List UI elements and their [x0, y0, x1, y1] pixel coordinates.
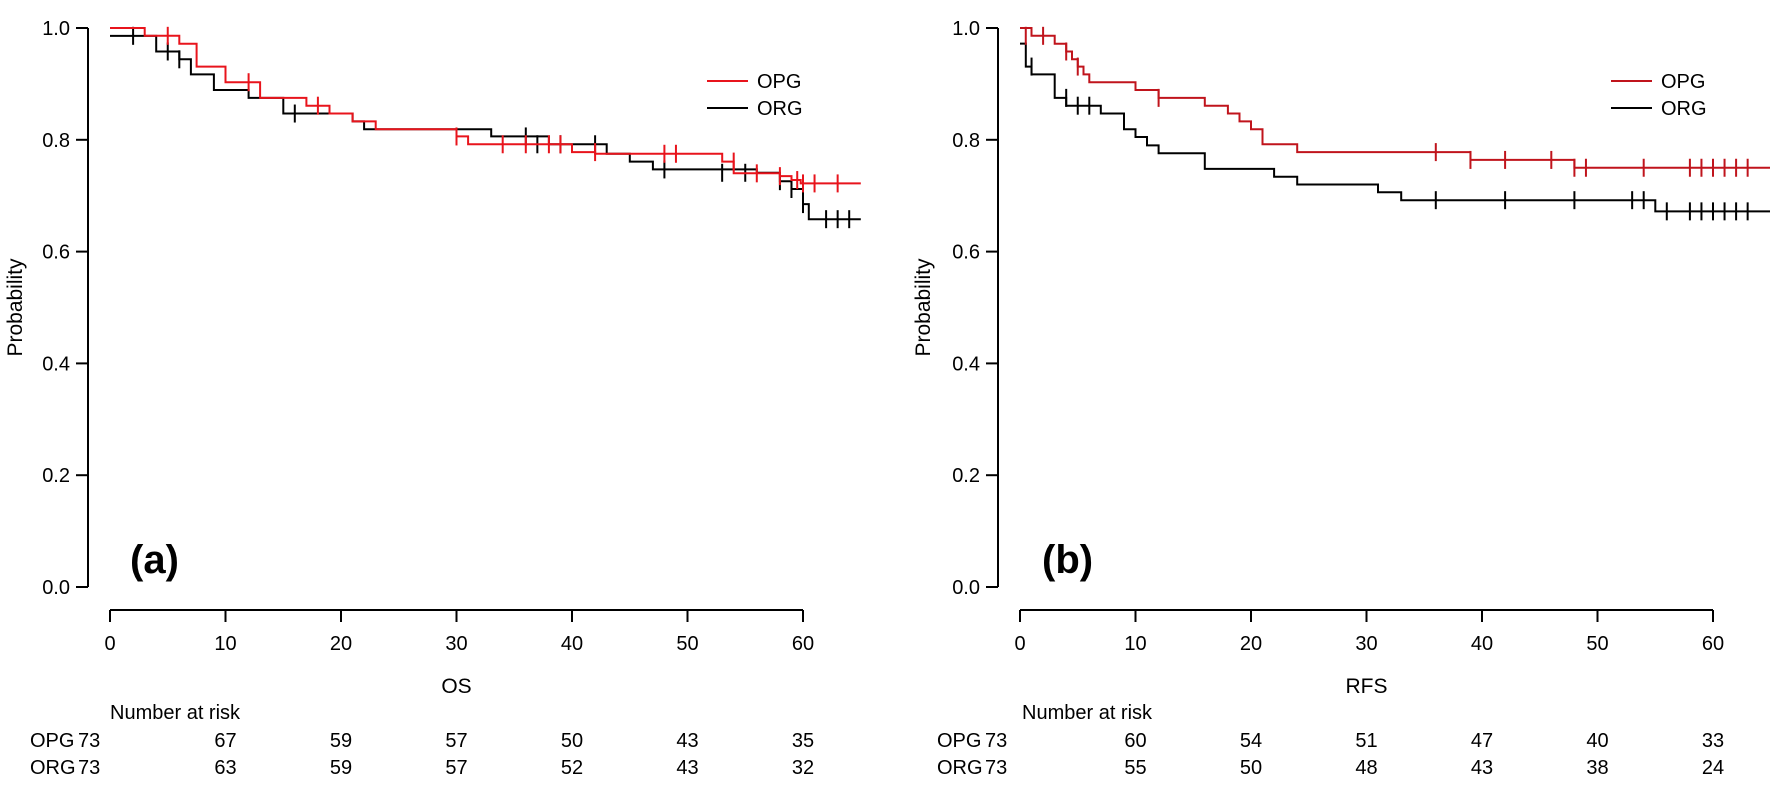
y-tick-label: 0.2 [42, 465, 70, 487]
legend-label-org: ORG [1661, 98, 1707, 120]
risk-count: 59 [330, 730, 352, 752]
y-axis-title: Probability [912, 258, 935, 357]
x-tick-label: 40 [1471, 633, 1493, 655]
x-tick-label: 10 [1124, 633, 1146, 655]
panel-b: 0.0 0.2 0.4 0.6 0.8 1.0 0 10 20 30 40 50 60 RFS Probab… [912, 18, 1770, 779]
x-axis-title: RFS [1346, 675, 1388, 698]
legend-label-opg: OPG [757, 71, 801, 93]
survival-curve-org [1020, 42, 1770, 213]
x-tick-label: 10 [214, 633, 236, 655]
y-axis-title: Probability [4, 258, 27, 357]
risk-row-label: OPG [30, 730, 74, 752]
y-tick-label: 1.0 [42, 18, 70, 40]
y-tick-label: 0.0 [952, 577, 980, 599]
risk-count: 43 [1471, 757, 1493, 779]
risk-count: 48 [1355, 757, 1377, 779]
panel-label: (a) [130, 538, 179, 582]
x-tick-label: 30 [445, 633, 467, 655]
risk-count: 60 [1124, 730, 1146, 752]
y-tick-label: 0.4 [42, 353, 70, 375]
risk-count: 55 [1124, 757, 1146, 779]
risk-count: 32 [792, 757, 814, 779]
risk-count: 50 [1240, 757, 1262, 779]
y-tick-label: 0.8 [42, 130, 70, 152]
risk-count: 57 [445, 730, 467, 752]
x-tick-label: 0 [1014, 633, 1025, 655]
legend-label-opg: OPG [1661, 71, 1705, 93]
y-tick-label: 0.6 [42, 242, 70, 264]
survival-curve-opg [1020, 27, 1770, 169]
x-tick-label: 60 [792, 633, 814, 655]
y-tick-label: 0.0 [42, 577, 70, 599]
panel-label: (b) [1042, 538, 1093, 582]
risk-count: 33 [1702, 730, 1724, 752]
risk-count: 73 [985, 730, 1007, 752]
x-axis-title: OS [441, 675, 471, 698]
x-tick-label: 50 [1586, 633, 1608, 655]
risk-count: 24 [1702, 757, 1724, 779]
x-tick-label: 30 [1355, 633, 1377, 655]
risk-count: 59 [330, 757, 352, 779]
y-tick-label: 0.4 [952, 353, 980, 375]
risk-table-title: Number at risk [1022, 702, 1153, 724]
risk-count: 73 [985, 757, 1007, 779]
risk-count: 52 [561, 757, 583, 779]
risk-count: 43 [676, 757, 698, 779]
risk-table-title: Number at risk [110, 702, 241, 724]
x-tick-label: 50 [676, 633, 698, 655]
survival-curve-opg [110, 27, 861, 185]
risk-count: 35 [792, 730, 814, 752]
risk-count: 73 [78, 730, 100, 752]
x-tick-label: 20 [330, 633, 352, 655]
risk-count: 73 [78, 757, 100, 779]
survival-curve-org [110, 34, 861, 221]
risk-count: 51 [1355, 730, 1377, 752]
risk-count: 54 [1240, 730, 1262, 752]
y-tick-label: 1.0 [952, 18, 980, 40]
y-tick-label: 0.2 [952, 465, 980, 487]
x-tick-label: 20 [1240, 633, 1262, 655]
risk-count: 38 [1586, 757, 1608, 779]
x-tick-label: 0 [104, 633, 115, 655]
x-tick-label: 40 [561, 633, 583, 655]
risk-count: 67 [214, 730, 236, 752]
panel-a: 0.0 0.2 0.4 0.6 0.8 1.0 0 10 20 30 40 50 60 OS Probabi… [4, 18, 861, 779]
risk-row-label: ORG [30, 757, 76, 779]
risk-count: 47 [1471, 730, 1493, 752]
y-tick-label: 0.8 [952, 130, 980, 152]
risk-count: 50 [561, 730, 583, 752]
risk-count: 57 [445, 757, 467, 779]
risk-count: 63 [214, 757, 236, 779]
x-tick-label: 60 [1702, 633, 1724, 655]
risk-count: 40 [1586, 730, 1608, 752]
legend-label-org: ORG [757, 98, 803, 120]
risk-row-label: OPG [937, 730, 981, 752]
risk-row-label: ORG [937, 757, 983, 779]
y-tick-label: 0.6 [952, 242, 980, 264]
risk-count: 43 [676, 730, 698, 752]
